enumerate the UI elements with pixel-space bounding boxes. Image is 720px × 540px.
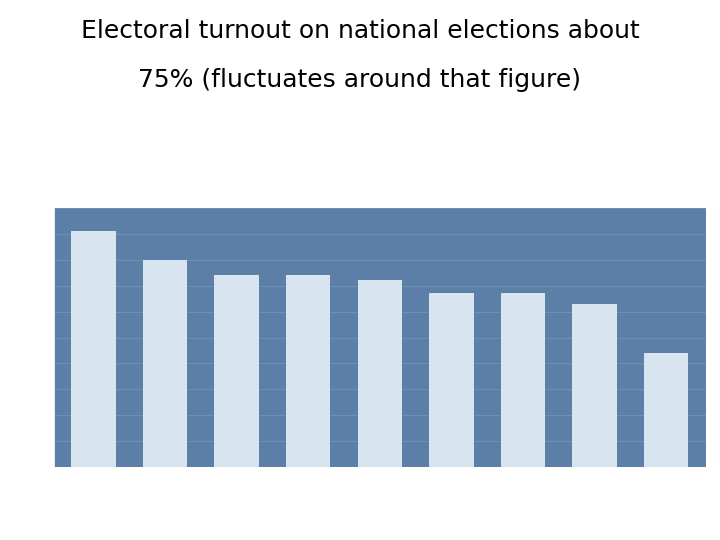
Bar (143, 260, 187, 467)
Text: Key: no. – number of countries: Key: no. – number of countries (29, 507, 188, 517)
Text: Electoral turnout on national elections about: Electoral turnout on national elections … (81, 19, 639, 43)
Bar (215, 275, 258, 467)
Text: Vote to registration ratio by type of electoral systems, most recent: Vote to registration ratio by type of el… (22, 137, 369, 147)
Text: parliamentary elections: parliamentary elections (22, 152, 145, 161)
Bar (358, 280, 402, 467)
Bar (644, 353, 688, 467)
Text: Figure 19: Electoral system & turnout: Figure 19: Electoral system & turnout (22, 122, 259, 131)
Bar (71, 231, 116, 467)
Bar (429, 293, 474, 467)
Bar (286, 275, 330, 467)
Bar (501, 293, 545, 467)
Bar (572, 304, 617, 467)
Text: % vote/registration: % vote/registration (36, 186, 136, 196)
Text: 75% (fluctuates around that figure): 75% (fluctuates around that figure) (138, 68, 582, 92)
